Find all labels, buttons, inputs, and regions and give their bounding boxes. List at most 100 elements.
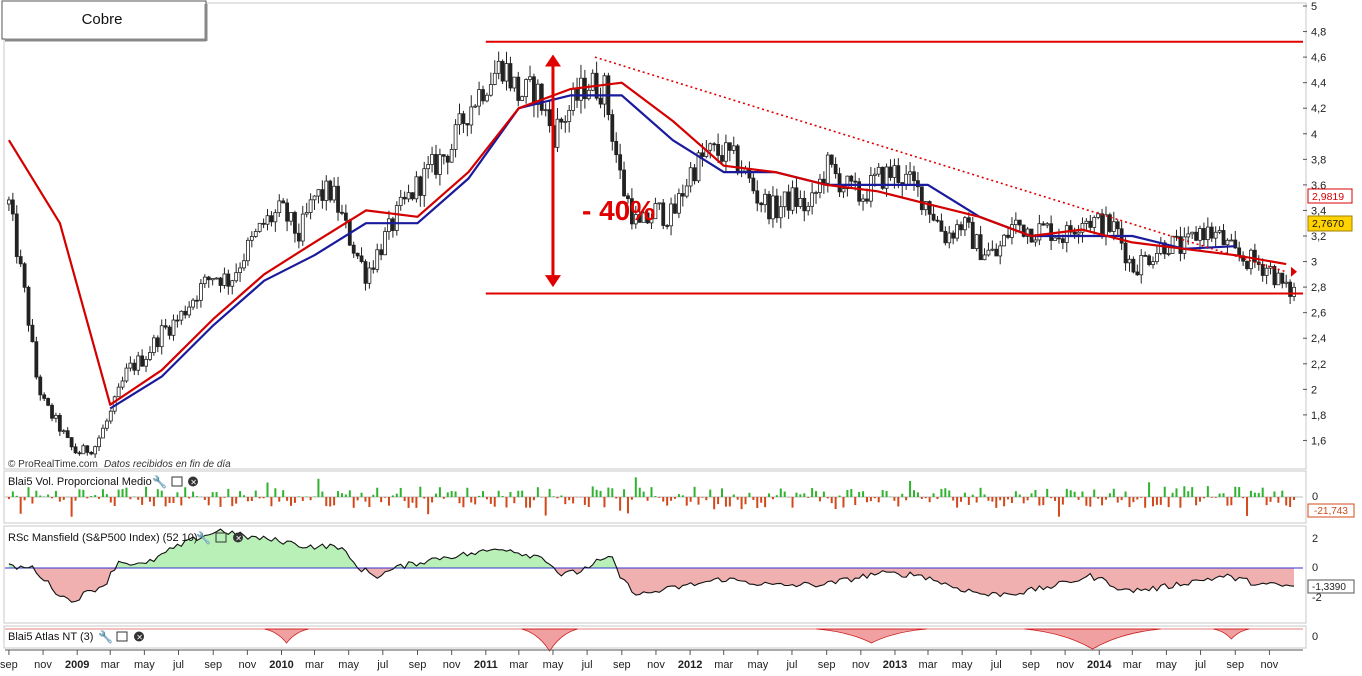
candle [1041,221,1046,226]
candle-body [132,362,137,371]
candle [234,263,239,283]
candle [218,276,223,293]
candle [477,81,481,116]
candle-body [1166,253,1171,255]
wrench-icon[interactable]: 🔧 [196,530,211,545]
candle [246,237,250,266]
atlas-dip [264,628,309,644]
candle [982,248,987,261]
y-tick-label: 4,6 [1311,52,1326,64]
candle [626,192,630,204]
candle-body [547,109,552,127]
candle [555,107,560,153]
x-tick-label: may [747,659,768,671]
x-tick-label: 2010 [269,659,293,671]
candle-body [461,113,466,124]
candle [343,204,348,229]
arrow-up-icon [544,54,561,67]
candle [18,249,23,267]
volume-plot [5,477,1303,517]
candle-body [700,152,705,157]
candle [598,87,603,109]
candle-body [390,218,395,231]
candle-body [669,203,673,227]
candle [720,144,724,165]
x-tick-label: nov [852,659,870,671]
candle-body [159,325,164,348]
instrument-label-box [1,0,207,40]
candle [265,209,270,231]
volume-panel-tools[interactable]: 🔧 ✕ [152,474,198,489]
window-icon[interactable] [116,631,128,642]
candle-body [959,224,963,231]
atlas-panel-tools[interactable]: 🔧 ✕ [98,629,144,644]
candle [293,210,297,243]
candle-body [543,109,548,112]
window-icon[interactable] [171,476,183,487]
candle-body [994,248,999,257]
candle-body [806,205,811,212]
candle [559,117,564,130]
rs-panel-tools[interactable]: 🔧 ✕ [196,530,243,545]
candle [1010,217,1014,245]
candle [947,225,952,249]
candle [1021,224,1026,238]
wrench-icon[interactable]: 🔧 [98,629,113,644]
candle [1147,254,1151,267]
close-icon-glyph: ✕ [136,633,143,642]
candle [410,192,415,201]
candle [610,109,615,151]
candle-body [383,231,387,256]
candle [868,167,873,208]
candle-body [269,215,274,223]
candle [175,314,180,328]
window-icon[interactable] [215,532,227,543]
candle-body [1190,231,1195,235]
candle [124,363,129,383]
candle-body [1268,266,1273,269]
candle-body [786,191,791,211]
candle [951,230,956,245]
candle-body [57,414,62,432]
candle-body [637,214,642,223]
wrench-icon[interactable]: 🔧 [152,474,167,489]
candle-body [50,404,54,419]
candle [426,155,431,179]
candle [418,175,423,207]
candle [340,204,344,216]
candle [202,274,207,288]
candle-body [771,195,775,220]
candle-body [116,386,121,398]
candle [998,240,1003,265]
candle-body [473,105,478,108]
candle [649,213,654,230]
candle-body [18,256,23,265]
candle-body [477,89,481,107]
candle-body [751,177,756,192]
volume-panel-frame [3,470,1307,524]
candle [806,202,811,216]
candle [46,397,50,407]
candle-body [367,267,372,284]
close-icon[interactable] [134,631,144,642]
candle-body [144,358,148,367]
candle [42,392,47,402]
candle-body [943,230,948,244]
candle [798,190,803,209]
candle [857,177,862,206]
candle [289,212,293,226]
candle-body [183,310,188,316]
candle-body [1088,220,1093,228]
candle [61,429,66,435]
y-tick-label: 2 [1311,384,1317,396]
candle-body [340,211,344,214]
close-icon[interactable] [233,532,243,543]
candle-body [371,267,376,270]
candle [1088,215,1093,232]
x-tick-label: 2012 [678,659,702,671]
candle-body [488,84,493,96]
candle-body [1205,226,1210,241]
close-icon[interactable] [188,476,198,487]
candle [1284,274,1289,288]
watermark: © ProRealTime.com [8,459,98,470]
